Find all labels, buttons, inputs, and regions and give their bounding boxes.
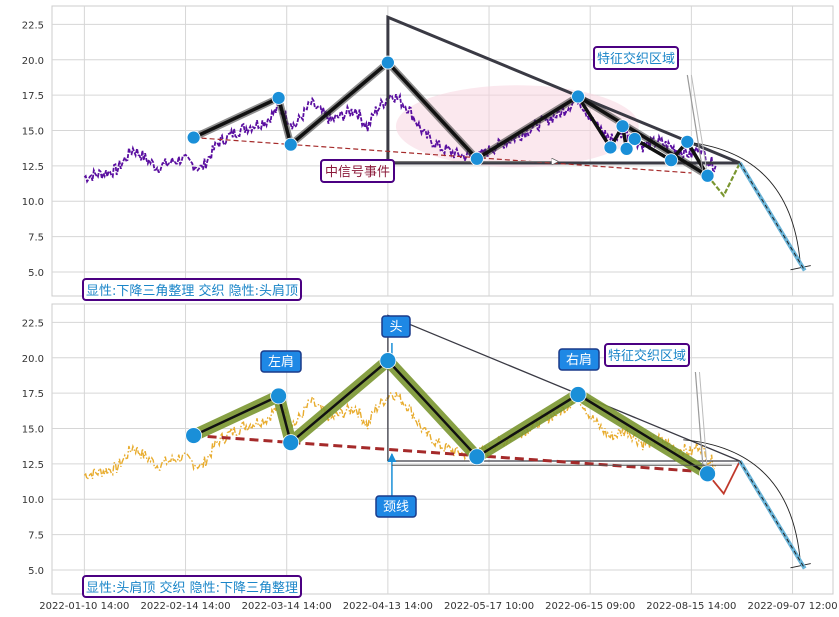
bottom-panel-frame [51, 303, 834, 595]
top-overlap-annotation: 特征交织区域 [593, 46, 679, 70]
price-series-line [83, 390, 717, 482]
y-tick-label: 5.0 [28, 566, 44, 577]
pattern-point [282, 434, 300, 452]
arc-end-tick [790, 563, 811, 569]
pattern-point [186, 130, 201, 145]
y-tick-label: 10.0 [22, 197, 44, 208]
bottom-grid [52, 304, 833, 594]
right-shoulder-label: 右肩 [566, 352, 592, 368]
top-plot [83, 15, 811, 272]
y-tick-label: 20.0 [22, 354, 44, 365]
x-tick-label: 2022-09-07 12:00 [747, 601, 837, 612]
overlap-ellipse [395, 85, 639, 168]
top-panel: 5.0 7.5 10.0 12.5 15.0 17.5 20.0 22.5 中信号事件 特征交… [22, 5, 834, 301]
top-event-label: 中信号事件 [325, 165, 390, 180]
y-tick-label: 7.5 [28, 233, 44, 244]
y-tick-label: 15.0 [22, 126, 44, 137]
x-tick-label: 2022-02-14 14:00 [140, 601, 230, 612]
overlap-pointer [686, 74, 705, 176]
triangle-point [664, 153, 679, 168]
y-tick-label: 20.0 [22, 56, 44, 67]
x-tick-label: 2022-05-17 10:00 [444, 601, 534, 612]
pattern-point [270, 387, 288, 405]
x-tick-label: 2022-01-10 14:00 [39, 601, 129, 612]
descending-triangle [386, 15, 741, 165]
y-tick-label: 15.0 [22, 424, 44, 435]
projection-arc [683, 439, 802, 566]
forecast-line [738, 161, 807, 272]
left-shoulder-callout: 左肩 [260, 350, 302, 373]
y-tick-label: 7.5 [28, 531, 44, 542]
top-main-annotation: 显性:下降三角整理 交织 隐性:头肩顶 [82, 278, 302, 301]
triangle-point [680, 134, 695, 149]
neckline [193, 136, 692, 174]
pattern-point [699, 465, 716, 483]
x-tick-label: 2022-04-13 14:00 [343, 601, 433, 612]
bottom-plot [83, 314, 811, 570]
bottom-overlap-annotation: 特征交织区域 [604, 343, 690, 367]
x-tick-label: 2022-03-14 14:00 [242, 601, 332, 612]
bottom-overlap-label: 特征交织区域 [608, 348, 686, 364]
overlap-pointer [694, 371, 705, 474]
x-tick-label: 2022-08-15 14:00 [646, 601, 736, 612]
pattern-point [569, 386, 587, 403]
pattern-point [185, 427, 203, 444]
top-grid [52, 6, 833, 296]
pattern-point [271, 91, 286, 105]
projection-arc [683, 141, 802, 268]
y-tick-label: 10.0 [22, 495, 44, 506]
head-callout: 头 [381, 315, 411, 338]
forecast-line [738, 459, 807, 570]
right-shoulder-callout: 右肩 [558, 348, 600, 371]
overlap-pointer-shadow [698, 371, 709, 474]
neckline-callout: 颈线 [375, 495, 417, 518]
bottom-main-annotation: 显性:头肩顶 交织 隐性:下降三角整理 [82, 575, 302, 598]
pattern-point [571, 89, 585, 104]
y-tick-label: 12.5 [22, 162, 44, 173]
top-y-axis: 5.0 7.5 10.0 12.5 15.0 17.5 20.0 22.5 [22, 20, 44, 279]
neckline-label: 颈线 [383, 500, 409, 515]
pattern-point [283, 137, 298, 152]
triangle-point [603, 140, 618, 155]
triangle-point [619, 141, 634, 156]
left-shoulder-label: 左肩 [268, 354, 294, 370]
head-label: 头 [389, 320, 402, 335]
pattern-point [468, 448, 486, 466]
arc-end-tick [790, 265, 811, 271]
y-tick-label: 17.5 [22, 389, 44, 400]
price-series-line [83, 92, 717, 184]
pattern-point [379, 352, 397, 369]
pattern-point [469, 151, 484, 166]
x-tick-label: 2022-06-15 09:00 [545, 601, 635, 612]
y-tick-label: 12.5 [22, 460, 44, 471]
y-tick-label: 5.0 [28, 268, 44, 279]
bottom-main-label: 显性:头肩顶 交织 隐性:下降三角整理 [86, 580, 298, 596]
breakdown-zigzag [706, 162, 741, 198]
top-main-label: 显性:下降三角整理 交织 隐性:头肩顶 [86, 283, 298, 299]
triangle-point [615, 119, 630, 134]
overlap-pointer-shadow [690, 74, 709, 176]
triangle-point [627, 132, 642, 146]
pattern-point [380, 55, 395, 70]
top-overlap-label: 特征交织区域 [597, 51, 675, 67]
top-event-annotation: 中信号事件 [320, 159, 395, 183]
pattern-point [700, 168, 715, 183]
x-axis: 2022-01-10 14:00 2022-02-14 14:00 2022-03-… [39, 601, 837, 612]
y-tick-label: 17.5 [22, 91, 44, 102]
y-tick-label: 22.5 [22, 20, 44, 31]
bottom-panel: 5.0 7.5 10.0 12.5 15.0 17.5 20.0 22.5 左肩 头 右肩 颈… [22, 303, 834, 598]
bottom-y-axis: 5.0 7.5 10.0 12.5 15.0 17.5 20.0 22.5 [22, 318, 44, 577]
breakdown-zigzag [706, 460, 741, 496]
y-tick-label: 22.5 [22, 318, 44, 329]
